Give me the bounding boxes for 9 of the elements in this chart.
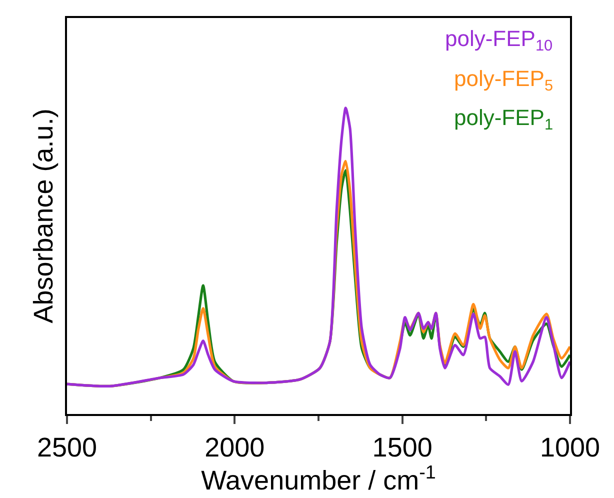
x-tick-label: 2000 [204, 432, 265, 462]
y-axis-title: Absorbance (a.u.) [28, 108, 59, 324]
text: poly-FEP$_{10}$ [445, 26, 553, 55]
text: poly-FEP$_{1}$ [454, 105, 554, 134]
x-tick-label: 1500 [372, 432, 432, 462]
x-axis-title: Wavenumber / cm$^{-1}$ [201, 462, 436, 496]
x-tick-label: 1000 [540, 432, 600, 462]
x-tick-label: 2500 [36, 432, 98, 462]
text: poly-FEP$_{5}$ [454, 66, 554, 95]
